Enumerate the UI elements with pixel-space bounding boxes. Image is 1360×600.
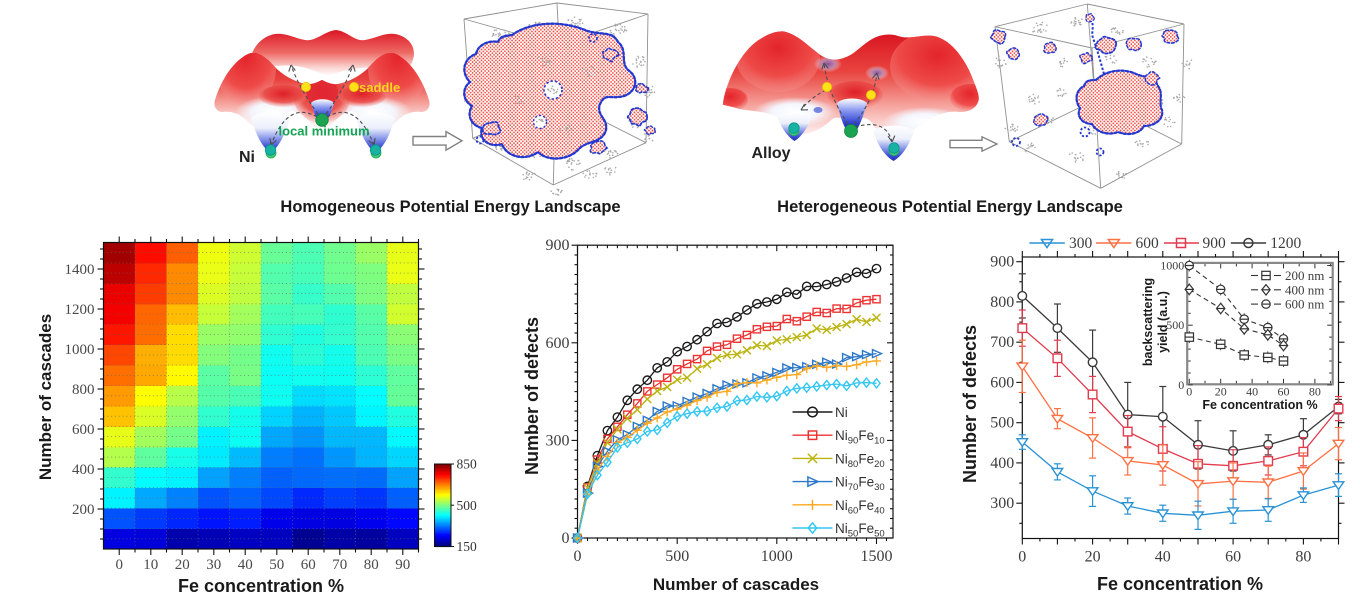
svg-text:80: 80 xyxy=(1295,549,1311,566)
svg-text:40: 40 xyxy=(1155,549,1171,566)
svg-text:1400: 1400 xyxy=(65,262,95,278)
svg-text:0: 0 xyxy=(1186,384,1192,398)
svg-text:Ni: Ni xyxy=(835,405,848,420)
svg-text:50: 50 xyxy=(269,557,284,573)
svg-text:20: 20 xyxy=(175,557,190,573)
svg-text:900: 900 xyxy=(990,254,1014,271)
svg-text:300: 300 xyxy=(1069,235,1093,252)
svg-text:Heterogeneous Potential Energy: Heterogeneous Potential Energy Landscape xyxy=(777,198,1123,216)
svg-text:80: 80 xyxy=(364,557,379,573)
svg-text:400: 400 xyxy=(72,462,95,478)
svg-text:200: 200 xyxy=(72,502,95,518)
svg-text:1200: 1200 xyxy=(65,302,95,318)
svg-text:1000: 1000 xyxy=(65,342,95,358)
svg-text:700: 700 xyxy=(990,334,1014,351)
svg-text:20: 20 xyxy=(1085,549,1101,566)
svg-text:400: 400 xyxy=(990,455,1014,472)
svg-text:80: 80 xyxy=(1309,384,1321,398)
svg-text:600: 600 xyxy=(72,422,95,438)
svg-text:900: 900 xyxy=(1203,235,1227,252)
svg-text:Number of defects: Number of defects xyxy=(960,325,980,483)
svg-text:600: 600 xyxy=(990,374,1014,391)
svg-text:Fe concentration %: Fe concentration % xyxy=(1202,398,1317,412)
svg-text:60: 60 xyxy=(301,557,316,573)
svg-text:Ni50Fe50: Ni50Fe50 xyxy=(835,521,885,540)
svg-text:Ni60Fe40: Ni60Fe40 xyxy=(835,498,885,517)
svg-text:Ni90Fe10: Ni90Fe10 xyxy=(835,428,885,447)
svg-text:saddle: saddle xyxy=(359,80,400,95)
svg-text:500: 500 xyxy=(665,548,689,565)
svg-text:Ni80Fe20: Ni80Fe20 xyxy=(835,451,885,470)
svg-text:500: 500 xyxy=(1166,318,1184,332)
svg-text:Ni: Ni xyxy=(239,149,255,166)
svg-text:60: 60 xyxy=(1278,384,1290,398)
svg-text:0: 0 xyxy=(574,548,582,565)
svg-text:0: 0 xyxy=(562,530,570,547)
svg-text:300: 300 xyxy=(990,495,1014,512)
svg-text:local minimum: local minimum xyxy=(278,124,369,139)
svg-text:500: 500 xyxy=(457,498,478,513)
svg-text:40: 40 xyxy=(238,557,253,573)
svg-text:800: 800 xyxy=(72,382,95,398)
svg-text:backscattering: backscattering xyxy=(1141,278,1155,366)
svg-text:600: 600 xyxy=(546,335,570,352)
svg-text:500: 500 xyxy=(990,415,1014,432)
svg-text:0: 0 xyxy=(1018,549,1026,566)
svg-text:1000: 1000 xyxy=(761,548,793,565)
svg-text:1000: 1000 xyxy=(1160,259,1184,273)
svg-text:1500: 1500 xyxy=(861,548,893,565)
svg-text:300: 300 xyxy=(546,432,570,449)
svg-text:70: 70 xyxy=(332,557,347,573)
svg-text:800: 800 xyxy=(990,294,1014,311)
svg-text:Alloy: Alloy xyxy=(751,145,790,162)
svg-text:400 nm: 400 nm xyxy=(1285,282,1324,297)
svg-text:0: 0 xyxy=(115,557,123,573)
svg-text:20: 20 xyxy=(1215,384,1227,398)
svg-text:yield (a.u.): yield (a.u.) xyxy=(1156,291,1170,353)
svg-text:90: 90 xyxy=(395,557,410,573)
svg-text:850: 850 xyxy=(457,457,478,472)
svg-text:Ni70Fe30: Ni70Fe30 xyxy=(835,475,885,494)
svg-text:150: 150 xyxy=(457,539,478,554)
svg-text:60: 60 xyxy=(1225,549,1241,566)
svg-text:1200: 1200 xyxy=(1270,235,1301,252)
svg-text:40: 40 xyxy=(1246,384,1258,398)
svg-text:10: 10 xyxy=(143,557,158,573)
svg-text:Number of defects: Number of defects xyxy=(522,317,542,475)
svg-text:Fe concentration %: Fe concentration % xyxy=(178,576,344,596)
svg-text:600 nm: 600 nm xyxy=(1285,297,1324,312)
svg-text:600: 600 xyxy=(1136,235,1160,252)
svg-text:900: 900 xyxy=(546,237,570,254)
svg-text:Fe concentration %: Fe concentration % xyxy=(1097,574,1263,594)
svg-text:0: 0 xyxy=(1178,378,1184,392)
svg-text:Number of cascades: Number of cascades xyxy=(36,314,55,480)
svg-text:Number of cascades: Number of cascades xyxy=(653,575,819,594)
svg-text:30: 30 xyxy=(206,557,221,573)
svg-text:200 nm: 200 nm xyxy=(1285,268,1324,283)
svg-text:Homogeneous Potential Energy L: Homogeneous Potential Energy Landscape xyxy=(280,198,620,216)
